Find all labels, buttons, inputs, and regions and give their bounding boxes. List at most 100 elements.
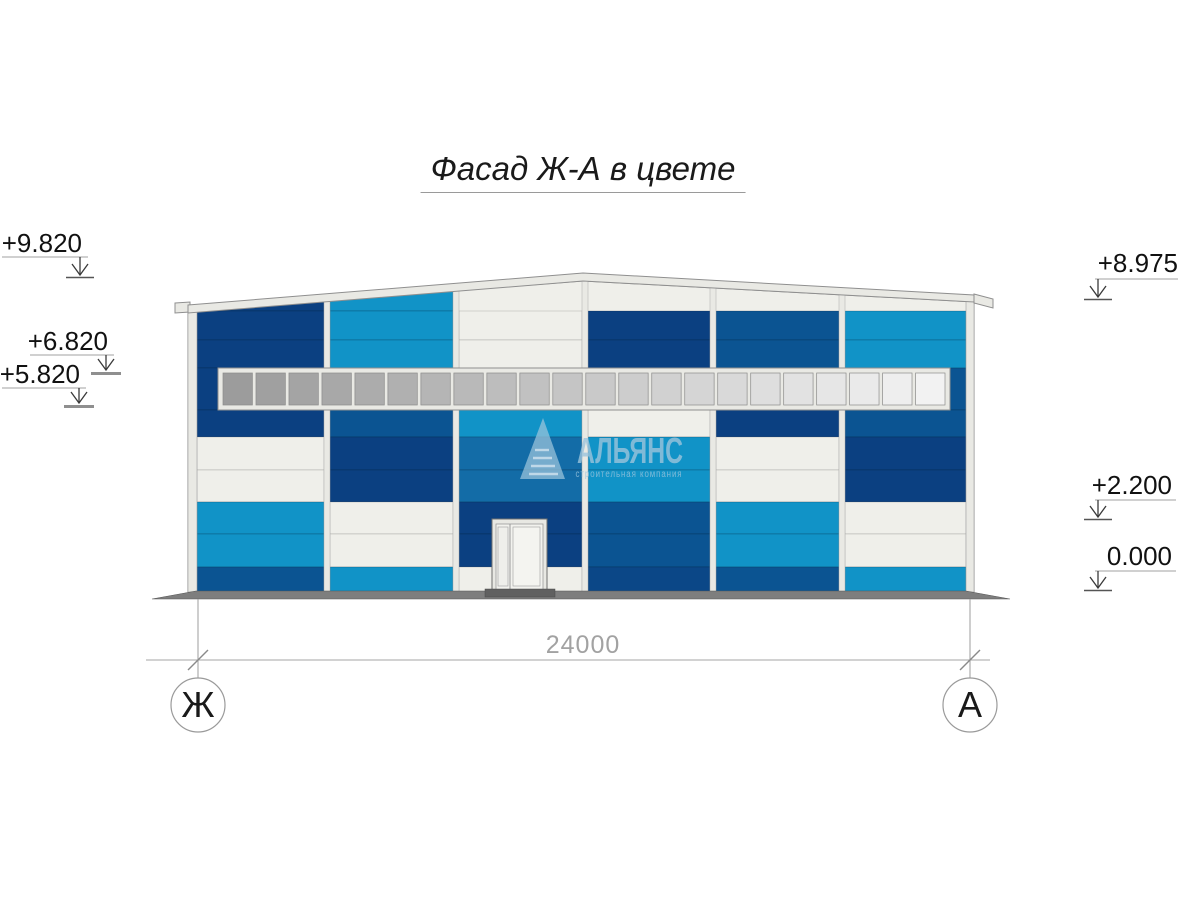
facade-panel-c6 [844,501,967,535]
facade-panel-c1 [196,339,325,369]
axis-letter: А [958,684,982,725]
elevation-mark: +6.820 [28,326,121,375]
facade-panel-c5 [715,469,840,503]
ground-line [151,588,1011,600]
facade-panel-c4 [587,310,711,341]
roof [174,272,994,314]
window-pane [684,372,715,406]
facade-panel-c2 [329,469,454,503]
facade-panel-c2 [329,339,454,369]
window-pane [222,372,253,406]
facade-panel-c3 [458,339,583,369]
roof-overhang-right [973,293,994,309]
window-pane [387,372,418,406]
watermark-name: АЛЬЯНС [577,430,683,471]
dimension-line: 24000 [146,599,990,679]
facade-panel-c5 [715,339,840,369]
window-pane [717,372,748,406]
window-pane [321,372,352,406]
elevation-arrowhead-icon [97,358,115,372]
facade-panel-c4 [587,469,711,503]
facade-panel-c1 [196,566,325,592]
drawing-title: Фасад Ж-А в цвете [420,150,746,193]
axis-marker-А: А [942,677,998,733]
mullion [581,281,589,592]
facade-panel-c3 [458,310,583,341]
elevation-value: +6.820 [28,326,108,356]
facade-panel-c2 [329,566,454,592]
facade-panel-c6 [844,436,967,471]
elevation-value: +8.975 [1098,248,1178,278]
window-pane [651,372,682,406]
facade-panel-c4 [587,501,711,535]
window-pane [915,372,946,406]
facade-panel-c5 [715,310,840,341]
facade-panel-c6 [844,469,967,503]
facade-panel-c2 [329,310,454,341]
elevation-value: +9.820 [2,228,82,258]
facade-panel-c5 [715,566,840,592]
roof-band [187,272,975,314]
window-pane [453,372,484,406]
axis-letter: Ж [181,684,214,725]
window-pane [552,372,583,406]
mullion [838,281,846,592]
corner-post [965,281,974,592]
facade-panel-c5 [715,533,840,568]
window-pane [288,372,319,406]
door-leaf-narrow [497,526,509,587]
window-pane [486,372,517,406]
elevation-arrowhead-icon [1089,576,1107,590]
facade-panel-c3 [458,469,583,503]
facade-panel-c4 [587,533,711,568]
facade-panel-c6 [844,339,967,369]
dimension-tick [187,649,209,671]
facade-panel-c5 [715,501,840,535]
facade-panel-c6 [844,566,967,592]
window-pane [618,372,649,406]
elevation-arrowhead-icon [70,391,88,405]
window-pane [882,372,913,406]
elevation-value: 0.000 [1107,541,1172,571]
facade-panel-c2 [329,501,454,535]
watermark-subtitle: строительная компания [576,469,683,480]
elevation-mark: +5.820 [0,359,94,408]
door-threshold [484,588,556,598]
door-leaf-main [512,526,541,587]
window-pane [585,372,616,406]
facade-panel-c5 [715,436,840,471]
window-pane [519,372,550,406]
dimension-value: 24000 [546,631,621,659]
facade-panel-c2 [329,533,454,568]
mullion [709,281,717,592]
elevation-value: +5.820 [0,359,80,389]
facade-panel-c2 [329,409,454,438]
facade-panel-c1 [196,469,325,503]
corner-post [188,281,198,592]
facade-panel-c6 [844,409,967,438]
window-pane [420,372,451,406]
axis-circle [170,677,226,733]
window-pane [816,372,847,406]
elevation-value: +2.200 [1092,470,1172,500]
axis-circle [942,677,998,733]
mullion [323,281,331,592]
facade-panel-c4 [587,339,711,369]
watermark-pyramid-icon [520,418,565,479]
window-pane [354,372,385,406]
window-pane [750,372,781,406]
facade-panel-c3 [458,409,583,438]
axis-marker-Ж: Ж [170,677,226,733]
elevation-arrowhead-icon [71,263,89,277]
elevation-arrowhead-icon [1089,285,1107,299]
elevation-mark: +9.820 [2,228,94,279]
mullion [452,281,460,592]
window-pane [255,372,286,406]
facade-panel-c1 [196,310,325,341]
facade-panel-c1 [196,501,325,535]
window-pane [849,372,880,406]
